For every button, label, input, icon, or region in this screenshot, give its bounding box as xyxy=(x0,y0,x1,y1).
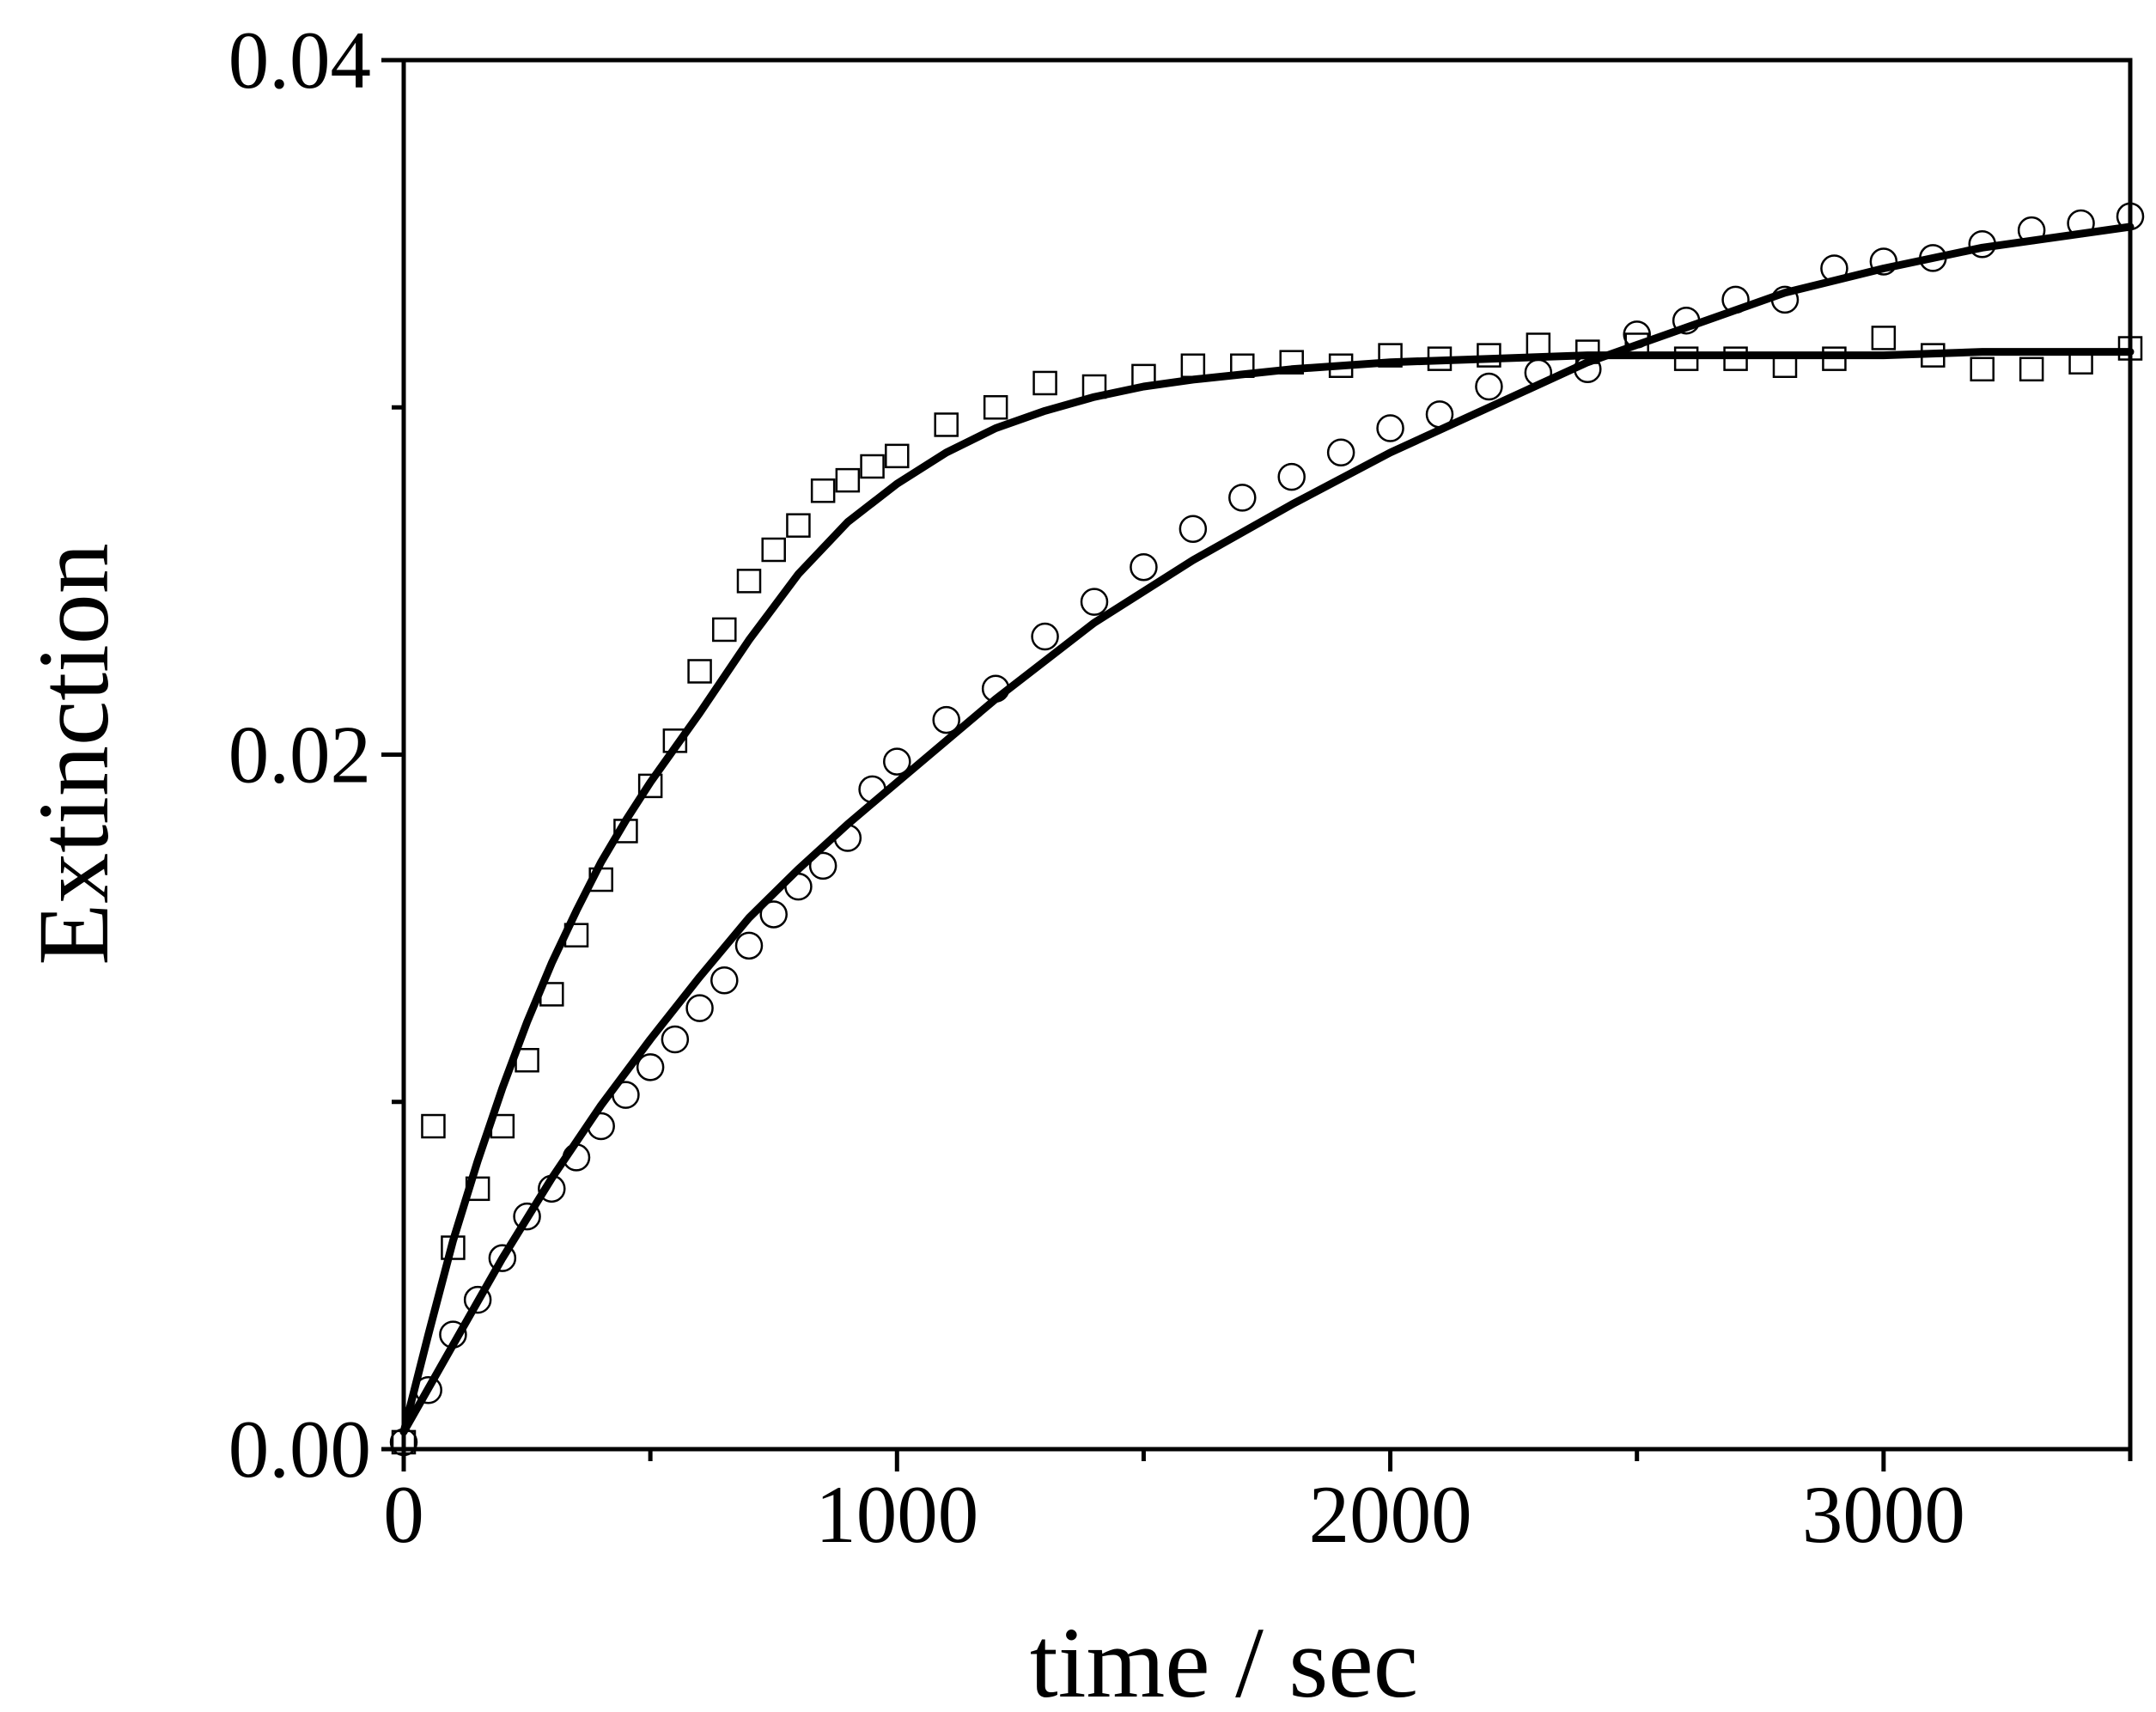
x-tick-label: 3000 xyxy=(1802,1469,1965,1560)
circle-marker xyxy=(513,1202,541,1231)
square-marker xyxy=(736,569,762,594)
y-tick-label: 0.04 xyxy=(228,15,371,106)
square-marker xyxy=(1032,370,1057,396)
square-marker xyxy=(687,659,712,684)
data-markers xyxy=(389,202,2145,1457)
circle-marker xyxy=(1376,414,1404,442)
circle-marker xyxy=(1869,247,1898,276)
square-marker xyxy=(637,773,663,799)
circle-marker xyxy=(1031,622,1059,651)
fit-curve-2 xyxy=(399,222,2135,1436)
circle-marker xyxy=(1178,515,1208,543)
plot-frame xyxy=(401,58,2133,1452)
x-tick-label: 2000 xyxy=(1309,1469,1472,1560)
square-marker xyxy=(712,617,737,643)
x-tick-label: 1000 xyxy=(815,1469,978,1560)
circle-marker xyxy=(932,705,960,734)
fit-curves xyxy=(399,222,2135,1436)
circle-marker xyxy=(883,747,911,776)
square-marker xyxy=(1180,353,1206,378)
circle-marker xyxy=(685,994,714,1022)
circle-marker xyxy=(1475,372,1503,401)
square-marker xyxy=(761,537,786,563)
square-marker xyxy=(810,478,836,503)
fit-curve-1 xyxy=(399,348,2135,1436)
square-marker xyxy=(1526,332,1551,357)
square-marker xyxy=(860,454,885,479)
square-marker xyxy=(786,513,811,538)
square-marker xyxy=(1970,356,1995,382)
square-marker xyxy=(934,412,959,437)
circle-marker xyxy=(759,900,788,929)
x-axis-label: time / sec xyxy=(1030,1606,1418,1712)
circle-marker xyxy=(1228,484,1257,512)
circle-marker xyxy=(1130,552,1158,582)
square-marker xyxy=(1279,350,1304,375)
circle-marker xyxy=(1080,588,1109,616)
circle-marker xyxy=(808,851,837,880)
circle-marker xyxy=(734,931,764,960)
circle-marker xyxy=(488,1244,517,1272)
circle-marker xyxy=(710,966,739,995)
square-marker xyxy=(421,1113,446,1139)
square-marker xyxy=(835,467,861,493)
square-marker xyxy=(885,443,910,469)
circle-marker xyxy=(1326,438,1355,467)
y-axis-label: Extinction xyxy=(17,543,130,966)
square-marker xyxy=(1871,326,1897,350)
circle-marker xyxy=(1277,462,1306,491)
square-marker xyxy=(2019,356,2044,382)
circle-marker xyxy=(661,1025,690,1054)
y-tick-label: 0.00 xyxy=(228,1404,371,1495)
square-marker xyxy=(983,395,1008,420)
tick-labels: 0 1000 2000 3000 0.00 0.02 0.04 xyxy=(228,15,1965,1560)
square-marker xyxy=(1378,343,1403,368)
y-tick-label: 0.02 xyxy=(228,710,371,801)
circle-marker xyxy=(636,1053,665,1081)
circle-marker xyxy=(463,1285,492,1314)
x-tick-label: 0 xyxy=(383,1469,424,1560)
